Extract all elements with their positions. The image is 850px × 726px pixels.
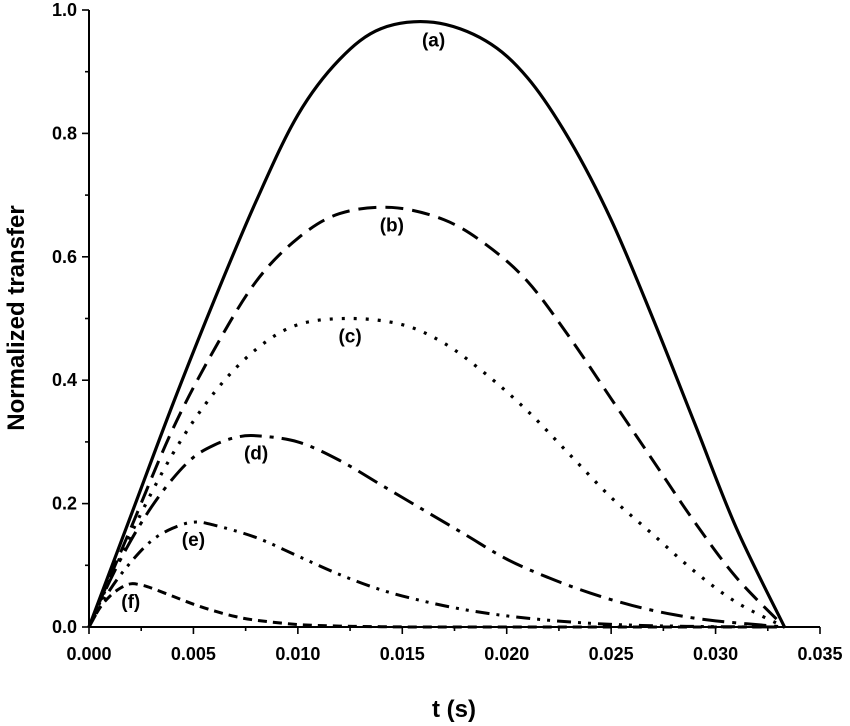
x-tick-label: 0.020 bbox=[484, 644, 529, 664]
y-tick-label: 1.0 bbox=[52, 0, 77, 20]
y-axis-title: Normalized transfer bbox=[3, 205, 30, 430]
series-line-e bbox=[87, 520, 785, 629]
x-tick-label: 0.030 bbox=[693, 644, 738, 664]
y-tick-label: 0.0 bbox=[52, 617, 77, 637]
series-line-b bbox=[87, 205, 786, 629]
curve-labels: (a) (b) (c) (d) (e) (f) bbox=[121, 30, 445, 612]
curve-label-a: (a) bbox=[422, 30, 445, 51]
x-tick-label: 0.000 bbox=[66, 644, 111, 664]
curve-label-f: (f) bbox=[121, 592, 140, 613]
x-tick-label: 0.025 bbox=[589, 644, 634, 664]
series-line-c bbox=[87, 316, 786, 629]
y-tick-label: 0.8 bbox=[52, 123, 77, 143]
y-ticks: 0.0 0.2 0.4 0.6 0.8 1.0 bbox=[52, 0, 89, 637]
curve-label-c: (c) bbox=[338, 327, 361, 348]
curve-label-e: (e) bbox=[182, 530, 205, 551]
series-line-f bbox=[87, 582, 785, 629]
x-tick-label: 0.015 bbox=[380, 644, 425, 664]
x-tick-label: 0.035 bbox=[797, 644, 842, 664]
curve-label-b: (b) bbox=[380, 215, 404, 236]
x-tick-label: 0.005 bbox=[171, 644, 216, 664]
y-tick-label: 0.4 bbox=[52, 370, 77, 390]
x-ticks: 0.000 0.005 0.010 0.015 0.020 0.025 0.030 0.035 bbox=[66, 627, 843, 664]
x-tick-label: 0.010 bbox=[275, 644, 320, 664]
x-axis-title: t (s) bbox=[432, 696, 476, 723]
series-line-d bbox=[87, 433, 785, 629]
plot-area: 0.00.20.40.60.81.0 0.000 0.005 0.010 0.015 0… bbox=[52, 0, 843, 664]
curve-label-d: (d) bbox=[244, 444, 268, 465]
y-tick-label: 0.6 bbox=[52, 247, 77, 267]
y-tick-label: 0.2 bbox=[52, 494, 77, 514]
series-group bbox=[87, 19, 786, 629]
series-line-a bbox=[87, 19, 786, 628]
